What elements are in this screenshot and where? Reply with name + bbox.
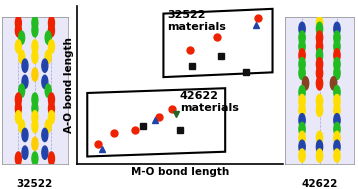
Circle shape [334,22,340,36]
Text: 42622: 42622 [301,179,338,189]
Circle shape [48,40,54,53]
Circle shape [32,119,38,133]
Circle shape [299,131,305,145]
Circle shape [48,16,54,29]
Circle shape [32,152,38,165]
Circle shape [334,94,340,108]
Circle shape [334,66,340,80]
Circle shape [32,24,38,37]
Circle shape [334,49,340,62]
Circle shape [334,103,340,116]
Circle shape [15,16,21,29]
Circle shape [316,40,323,53]
Circle shape [45,50,51,64]
Circle shape [45,31,51,44]
Circle shape [334,57,340,71]
Circle shape [299,94,305,108]
Circle shape [15,152,21,165]
Circle shape [48,93,54,106]
Circle shape [19,50,25,64]
Circle shape [42,146,48,159]
Circle shape [42,75,48,88]
X-axis label: M-O bond length: M-O bond length [131,167,229,177]
Text: 42622
materials: 42622 materials [180,91,239,113]
Circle shape [299,49,305,62]
Circle shape [299,122,305,136]
Circle shape [316,103,323,116]
Circle shape [22,75,28,88]
Circle shape [48,24,54,37]
Circle shape [22,146,28,159]
Text: 32522
materials: 32522 materials [168,10,226,32]
Circle shape [316,94,323,108]
Circle shape [299,114,305,127]
Circle shape [316,77,323,90]
Circle shape [334,122,340,136]
Circle shape [45,84,51,97]
Circle shape [42,128,48,142]
Circle shape [316,22,323,36]
Circle shape [334,86,340,99]
Circle shape [299,40,305,53]
Circle shape [32,102,38,115]
Y-axis label: A-O bond length: A-O bond length [64,37,74,133]
Circle shape [19,84,25,97]
Circle shape [299,31,305,44]
Circle shape [15,24,21,37]
Circle shape [48,102,54,115]
Circle shape [32,93,38,106]
Circle shape [316,149,323,162]
Circle shape [334,31,340,44]
Circle shape [15,93,21,106]
Circle shape [299,103,305,116]
Circle shape [32,40,38,53]
Text: 32522: 32522 [17,179,53,189]
Circle shape [299,86,305,99]
Circle shape [303,77,309,90]
Circle shape [19,31,25,44]
Circle shape [22,128,28,142]
Circle shape [316,57,323,71]
Circle shape [32,16,38,29]
Circle shape [316,66,323,80]
Circle shape [316,49,323,62]
Circle shape [42,59,48,72]
Circle shape [299,149,305,162]
Circle shape [19,119,25,133]
Circle shape [334,149,340,162]
Circle shape [45,119,51,133]
Circle shape [334,114,340,127]
Circle shape [334,131,340,145]
Circle shape [316,16,323,29]
Circle shape [334,140,340,153]
Circle shape [48,111,54,124]
Circle shape [32,137,38,150]
Circle shape [299,57,305,71]
Circle shape [32,111,38,124]
Circle shape [15,40,21,53]
Circle shape [15,111,21,124]
Circle shape [316,140,323,153]
Circle shape [299,140,305,153]
Circle shape [22,59,28,72]
Circle shape [334,40,340,53]
Circle shape [15,102,21,115]
Circle shape [48,152,54,165]
Circle shape [32,50,38,64]
Circle shape [316,31,323,44]
Circle shape [32,68,38,81]
Circle shape [330,77,337,90]
Circle shape [299,66,305,80]
Circle shape [299,22,305,36]
Circle shape [316,131,323,145]
